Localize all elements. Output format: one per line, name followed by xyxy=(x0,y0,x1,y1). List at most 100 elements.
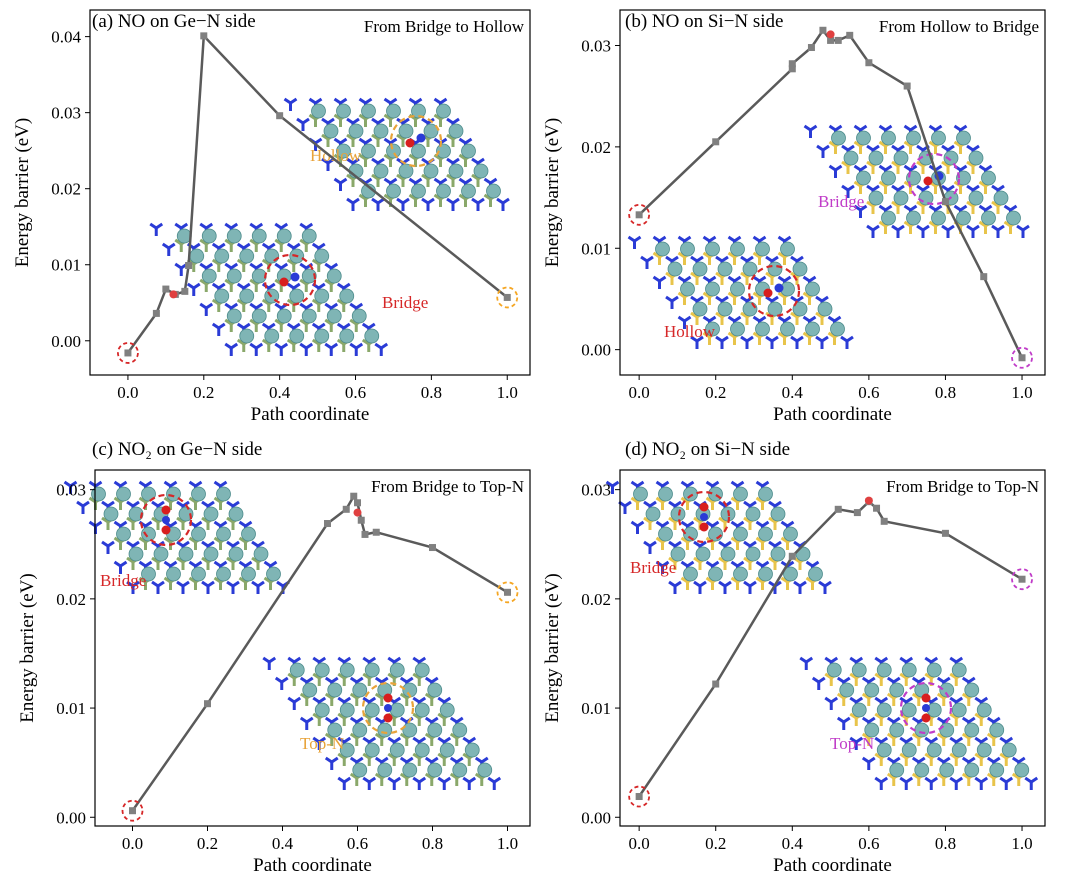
n-bond xyxy=(349,302,358,310)
n-bond xyxy=(292,322,301,330)
data-point xyxy=(342,505,350,513)
substrate-bond xyxy=(399,772,408,780)
substrate-bond xyxy=(336,298,345,306)
n-bond xyxy=(242,282,251,290)
substrate-bond xyxy=(866,160,874,168)
n-bond xyxy=(324,302,333,310)
metal-atom xyxy=(939,682,955,698)
n-bond xyxy=(471,197,479,205)
substrate-bond xyxy=(176,556,184,564)
n-bond xyxy=(972,224,980,232)
site-circle xyxy=(139,493,193,547)
metal-atom xyxy=(767,261,783,277)
n-bond xyxy=(217,242,226,250)
n-bond xyxy=(226,540,234,548)
n-bond xyxy=(408,177,417,185)
oxygen-atom xyxy=(763,288,773,298)
substrate-bond xyxy=(853,140,862,148)
n-bond xyxy=(905,656,914,664)
site-label: Bridge xyxy=(100,571,146,590)
n-bond xyxy=(866,184,874,192)
n-bond xyxy=(405,756,414,764)
n-bond xyxy=(665,295,673,303)
n-bond xyxy=(230,222,239,230)
n-bond xyxy=(930,776,939,784)
substrate-bond xyxy=(333,153,342,161)
nitrogen-atom xyxy=(922,704,930,712)
metal-atom xyxy=(717,301,733,317)
site-circle xyxy=(677,490,731,544)
n-bond xyxy=(966,224,974,232)
n-bond xyxy=(255,302,264,310)
substrate-bond xyxy=(437,712,446,720)
n-bond xyxy=(936,716,945,724)
metal-atom xyxy=(926,742,942,758)
n-bond xyxy=(194,560,203,568)
substrate-bond xyxy=(446,133,454,141)
n-bond xyxy=(458,137,467,145)
data-point xyxy=(354,499,361,507)
substrate-bond xyxy=(213,576,222,584)
substrate-bond xyxy=(715,311,723,319)
n-bond xyxy=(207,500,215,508)
n-bond xyxy=(966,184,974,192)
substrate-bond xyxy=(358,193,367,201)
path-annotation: From Bridge to Hollow xyxy=(364,17,525,36)
n-bond xyxy=(836,676,845,684)
metal-atom xyxy=(452,762,468,778)
n-bond xyxy=(658,235,667,243)
metal-atom xyxy=(951,742,967,758)
n-bond xyxy=(827,315,836,323)
n-bond xyxy=(761,520,770,528)
substrate-bond xyxy=(911,772,920,780)
data-point xyxy=(853,509,861,517)
n-bond xyxy=(686,480,695,488)
n-bond xyxy=(261,242,270,250)
n-bond xyxy=(389,177,398,185)
metal-atom xyxy=(981,210,996,226)
metal-atom xyxy=(683,486,698,502)
n-bond xyxy=(715,335,723,343)
metal-atom xyxy=(720,546,736,562)
substrate-bond xyxy=(874,672,883,680)
data-point xyxy=(865,59,873,67)
metal-atom xyxy=(655,241,670,257)
substrate-bond xyxy=(891,160,899,168)
data-point xyxy=(276,112,284,120)
n-bond xyxy=(980,696,989,704)
metal-atom xyxy=(128,546,144,562)
metal-atom xyxy=(956,210,971,226)
n-bond xyxy=(724,580,732,588)
n-bond xyxy=(380,676,389,684)
n-bond xyxy=(502,197,510,205)
n-bond xyxy=(1022,224,1030,232)
n-bond xyxy=(63,480,72,488)
substrate-bond xyxy=(261,258,270,266)
metal-atom xyxy=(203,506,219,522)
x-tick-label: 0.2 xyxy=(705,834,726,853)
n-bond xyxy=(362,736,371,744)
n-bond xyxy=(683,235,692,243)
n-bond xyxy=(368,776,377,784)
substrate-bond xyxy=(138,496,147,504)
metal-atom xyxy=(377,762,393,778)
n-bond xyxy=(371,117,379,125)
metal-atom xyxy=(166,566,181,582)
substrate-bond xyxy=(412,672,421,680)
metal-atom xyxy=(448,163,464,179)
substrate-bond xyxy=(471,173,479,181)
substrate-bond xyxy=(1011,772,1020,780)
n-bond xyxy=(119,560,128,568)
substrate-bond xyxy=(383,193,392,201)
n-bond xyxy=(955,736,964,744)
metal-atom xyxy=(868,190,884,206)
x-tick-label: 0.8 xyxy=(421,383,442,402)
n-bond xyxy=(349,756,358,764)
n-bond xyxy=(636,480,645,488)
substrate-bond xyxy=(226,516,234,524)
metal-atom xyxy=(745,546,761,562)
metal-atom xyxy=(352,682,368,698)
x-axis-label: Path coordinate xyxy=(253,855,372,876)
x-tick-label: 0.2 xyxy=(193,383,214,402)
data-point xyxy=(635,793,643,801)
